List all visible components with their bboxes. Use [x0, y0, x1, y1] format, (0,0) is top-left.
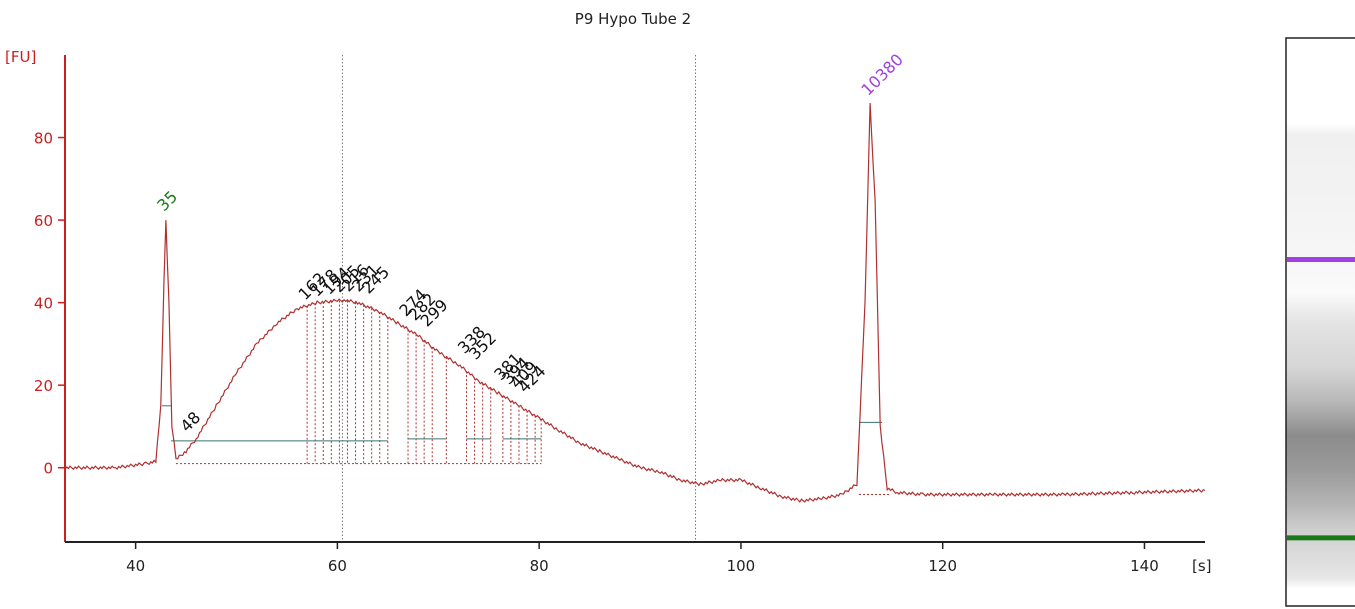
y-tick-label: 0 — [43, 460, 53, 478]
axes: [FU] [s] 0 20 40 60 80 40 60 80 100 120 140 — [5, 48, 1212, 575]
x-tick-label: 120 — [928, 557, 957, 575]
gel-lower-marker-band — [1287, 535, 1355, 541]
x-tick-label: 100 — [727, 557, 756, 575]
x-tick-label: 140 — [1130, 557, 1159, 575]
chart-title-group: P9 Hypo Tube 2 — [575, 10, 691, 28]
y-tick-label: 60 — [34, 212, 53, 230]
y-tick-label: 80 — [34, 130, 53, 148]
y-tick-label: 40 — [34, 295, 53, 313]
gel-upper-marker-band — [1287, 257, 1355, 263]
x-tick-label: 60 — [328, 557, 347, 575]
y-tick-label: 20 — [34, 377, 53, 395]
x-tick-label: 80 — [530, 557, 549, 575]
trace-line — [64, 102, 1206, 503]
lower-marker-label: 35 — [153, 187, 181, 215]
x-tick-label: 40 — [126, 557, 145, 575]
chart-title: P9 Hypo Tube 2 — [575, 10, 691, 28]
gel-image — [1285, 37, 1355, 607]
x-axis-label: [s] — [1192, 557, 1212, 575]
gel-lane-frame — [1285, 37, 1355, 607]
y-axis-label: [FU] — [5, 48, 36, 66]
upper-marker-label: 10380 — [857, 50, 906, 99]
plot-area: 3510380481621781942052162312452742822993… — [64, 50, 1206, 542]
